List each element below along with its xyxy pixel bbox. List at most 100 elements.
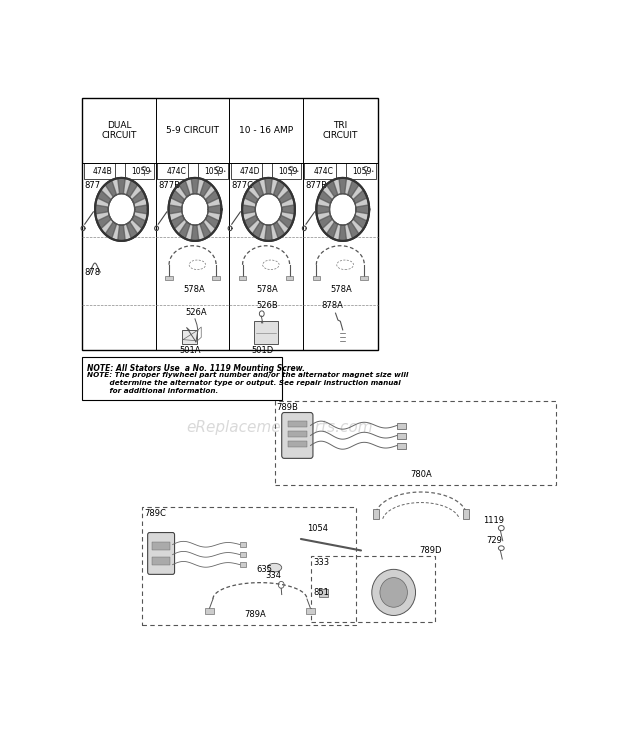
Bar: [254, 321, 278, 344]
Bar: [125, 164, 154, 179]
Text: 526B: 526B: [257, 301, 278, 310]
Bar: [240, 542, 246, 548]
Polygon shape: [200, 222, 211, 239]
Text: 789A: 789A: [244, 610, 266, 619]
Polygon shape: [242, 205, 255, 214]
Text: 334: 334: [265, 571, 281, 580]
Polygon shape: [132, 215, 146, 229]
Polygon shape: [273, 222, 285, 239]
Bar: [463, 509, 469, 519]
FancyBboxPatch shape: [281, 412, 313, 458]
Polygon shape: [208, 205, 221, 214]
Polygon shape: [135, 205, 148, 214]
Text: 1054: 1054: [308, 525, 328, 533]
Polygon shape: [205, 215, 219, 229]
Polygon shape: [316, 205, 330, 214]
Bar: [240, 552, 246, 557]
Polygon shape: [265, 178, 272, 194]
Bar: [311, 557, 435, 622]
Bar: [397, 443, 405, 449]
Bar: [312, 276, 320, 280]
Polygon shape: [105, 180, 117, 197]
Polygon shape: [118, 178, 125, 194]
Text: 789C: 789C: [144, 509, 166, 519]
Text: 1119: 1119: [482, 516, 503, 525]
Bar: [373, 509, 379, 519]
Bar: [231, 164, 262, 179]
Polygon shape: [242, 178, 295, 241]
Polygon shape: [252, 180, 264, 197]
Bar: [397, 423, 405, 429]
Text: 635: 635: [256, 565, 272, 574]
Text: 877C: 877C: [232, 182, 254, 190]
Polygon shape: [318, 215, 332, 229]
Bar: [157, 164, 188, 179]
Text: 501D: 501D: [252, 346, 274, 355]
Bar: [306, 609, 315, 614]
Polygon shape: [244, 190, 258, 204]
Polygon shape: [105, 222, 117, 239]
Bar: [286, 276, 293, 280]
Text: •: •: [222, 169, 225, 174]
Text: eReplacementParts.com: eReplacementParts.com: [186, 420, 373, 434]
Text: 1059: 1059: [352, 167, 372, 176]
Text: 474C: 474C: [167, 167, 187, 176]
Text: •: •: [295, 169, 299, 174]
Polygon shape: [244, 215, 258, 229]
Polygon shape: [326, 222, 338, 239]
Bar: [84, 164, 115, 179]
Polygon shape: [132, 190, 146, 204]
Polygon shape: [118, 225, 125, 241]
Bar: [82, 98, 378, 350]
Polygon shape: [353, 215, 367, 229]
Text: 1059: 1059: [131, 167, 150, 176]
Polygon shape: [281, 205, 295, 214]
Bar: [212, 276, 220, 280]
Bar: [288, 421, 307, 427]
Polygon shape: [273, 180, 285, 197]
Bar: [319, 589, 328, 597]
Text: 729: 729: [486, 536, 502, 545]
Bar: [165, 276, 173, 280]
Polygon shape: [126, 180, 138, 197]
Ellipse shape: [380, 577, 407, 607]
Polygon shape: [265, 225, 272, 241]
Text: NOTE: The proper flywheel part number and/or the alternator magnet size will: NOTE: The proper flywheel part number an…: [87, 372, 409, 378]
Polygon shape: [179, 180, 190, 197]
Bar: [288, 432, 307, 437]
Polygon shape: [169, 178, 221, 241]
Bar: [182, 330, 197, 344]
Polygon shape: [318, 190, 332, 204]
Ellipse shape: [372, 569, 415, 615]
Text: 501A: 501A: [180, 346, 201, 355]
Text: 10 - 16 AMP: 10 - 16 AMP: [239, 126, 293, 135]
Polygon shape: [279, 190, 293, 204]
Polygon shape: [191, 178, 199, 194]
Polygon shape: [200, 180, 211, 197]
Text: NOTE: All Stators Use  a No. 1119 Mounting Screw.: NOTE: All Stators Use a No. 1119 Mountin…: [87, 364, 305, 373]
Text: determine the alternator type or output. See repair instruction manual: determine the alternator type or output.…: [87, 379, 401, 386]
Polygon shape: [348, 180, 359, 197]
Bar: [397, 432, 405, 440]
Text: 474C: 474C: [314, 167, 334, 176]
Polygon shape: [205, 190, 219, 204]
Polygon shape: [339, 178, 347, 194]
Text: 578A: 578A: [183, 285, 205, 294]
Polygon shape: [326, 180, 338, 197]
Polygon shape: [252, 222, 264, 239]
Polygon shape: [356, 205, 369, 214]
Bar: [288, 441, 307, 447]
Text: 878A: 878A: [321, 301, 343, 310]
Ellipse shape: [267, 563, 281, 572]
Text: 474D: 474D: [240, 167, 260, 176]
Bar: [198, 164, 228, 179]
Bar: [240, 562, 246, 568]
Bar: [205, 609, 214, 614]
Polygon shape: [97, 190, 111, 204]
Bar: [272, 164, 301, 179]
Text: for additional information.: for additional information.: [87, 388, 218, 394]
Text: •: •: [370, 169, 374, 174]
Text: 789B: 789B: [276, 403, 298, 412]
Text: 1059: 1059: [205, 167, 224, 176]
Text: TRI
CIRCUIT: TRI CIRCUIT: [322, 121, 358, 141]
